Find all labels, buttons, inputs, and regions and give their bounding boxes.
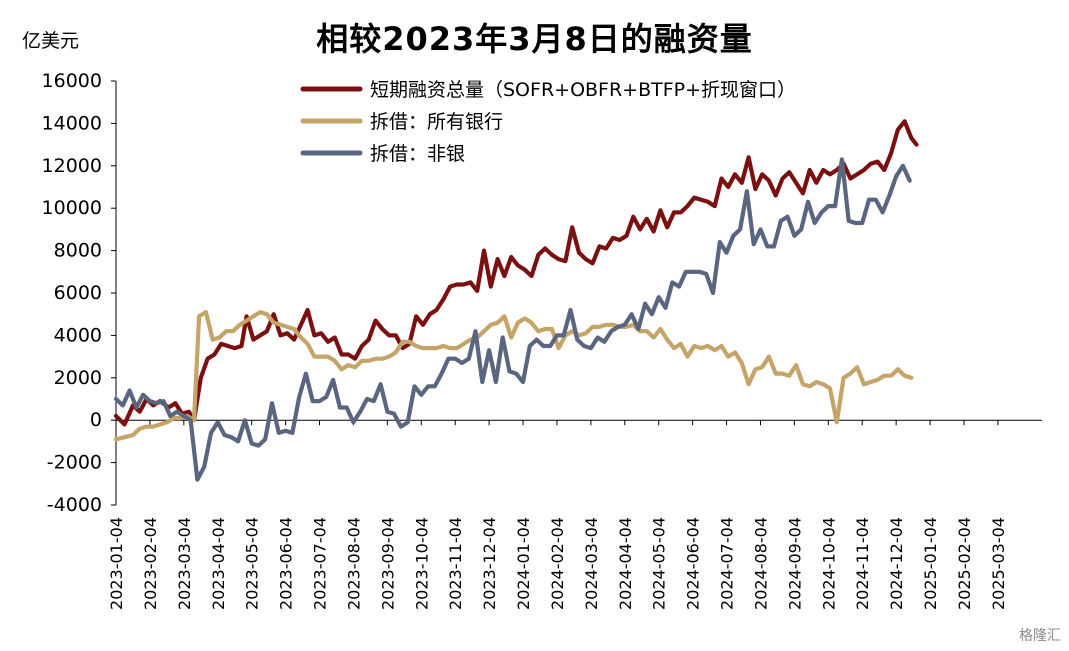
x-tick-label: 2023-06-04	[277, 517, 296, 610]
x-tick-label: 2023-09-04	[378, 517, 397, 610]
chart-title: 相较2023年3月8日的融资量	[316, 20, 753, 58]
x-tick-label: 2023-10-04	[412, 517, 431, 610]
x-tick-label: 2023-03-04	[175, 517, 194, 610]
x-tick-label: 2024-09-04	[785, 517, 804, 610]
x-tick-label: 2023-08-04	[344, 517, 363, 610]
x-tick-label: 2023-12-04	[480, 517, 499, 610]
x-tick-label: 2023-05-04	[243, 517, 262, 610]
y-tick-label: 6000	[54, 282, 102, 304]
series-line-3	[113, 157, 912, 482]
x-tick-label: 2023-01-04	[107, 517, 126, 610]
series-line-1	[113, 119, 919, 427]
x-tick-label: 2024-05-04	[650, 517, 669, 610]
series-line-2	[113, 310, 914, 442]
x-tick-label: 2024-07-04	[718, 517, 737, 610]
y-tick-label: 14000	[42, 112, 102, 134]
x-tick-label: 2024-06-04	[684, 517, 703, 610]
y-tick-label: 10000	[42, 197, 102, 219]
x-tick-label: 2024-10-04	[819, 517, 838, 610]
y-tick-label: -2000	[47, 452, 102, 474]
legend-label-3: 拆借：非银	[370, 143, 465, 165]
x-tick-label: 2023-07-04	[311, 517, 330, 610]
y-tick-label: 4000	[54, 324, 102, 346]
x-tick-label: 2024-11-04	[853, 517, 872, 610]
x-tick-label: 2023-02-04	[141, 517, 160, 610]
x-tick-label: 2024-04-04	[616, 517, 635, 610]
y-tick-label: 12000	[42, 155, 102, 177]
x-tick-label: 2023-04-04	[209, 517, 228, 610]
y-tick-label: -4000	[47, 494, 102, 516]
watermark: 格隆汇	[1019, 628, 1061, 644]
y-tick-label: 8000	[54, 240, 102, 262]
x-tick-label: 2024-08-04	[751, 517, 770, 610]
y-tick-label: 16000	[42, 70, 102, 92]
y-axis-unit: 亿美元	[22, 30, 80, 52]
x-tick-label: 2025-02-04	[955, 517, 974, 610]
chart-axes: -4000 -2000 0 2000 4000 6000 8000 10000 12000 140…	[42, 70, 1042, 610]
legend-label-2: 拆借：所有银行	[370, 111, 503, 133]
y-tick-label: 2000	[54, 367, 102, 389]
x-tick-label: 2025-01-04	[921, 517, 940, 610]
x-tick-label: 2025-03-04	[989, 517, 1008, 610]
x-tick-label: 2024-12-04	[887, 517, 906, 610]
legend-label-1: 短期融资总量（SOFR+OBFR+BTFP+折现窗口）	[370, 79, 796, 101]
x-tick-label: 2024-03-04	[582, 517, 601, 610]
x-tick-label: 2024-02-04	[548, 517, 567, 610]
x-tick-label: 2023-11-04	[446, 517, 465, 610]
series-layer	[113, 119, 919, 482]
x-tick-label: 2024-01-04	[514, 517, 533, 610]
y-tick-label: 0	[90, 409, 102, 431]
